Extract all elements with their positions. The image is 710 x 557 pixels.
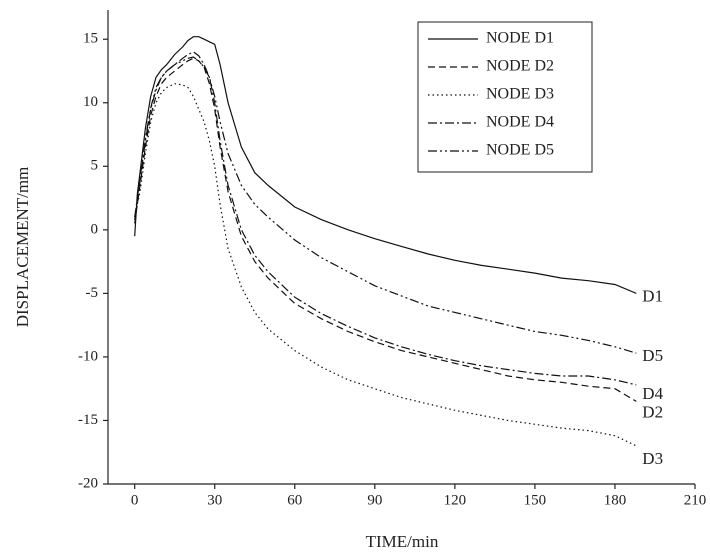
- x-tick-label: 60: [287, 492, 302, 508]
- x-tick-label: 180: [604, 492, 627, 508]
- data-line: [134, 56, 637, 354]
- y-axis-label: DISPLACEMENT/mm: [13, 167, 32, 328]
- data-line: [134, 57, 637, 402]
- legend-label: NODE D1: [486, 30, 554, 47]
- end-label: D1: [642, 286, 663, 305]
- x-tick-label: 120: [444, 492, 467, 508]
- legend-label: NODE D2: [486, 58, 554, 75]
- x-tick-label: 90: [367, 492, 382, 508]
- end-label: D3: [642, 449, 663, 468]
- y-tick-label: -20: [78, 475, 98, 491]
- y-tick-label: 0: [91, 221, 99, 237]
- y-tick-label: -10: [78, 348, 98, 364]
- x-tick-label: 0: [131, 492, 139, 508]
- y-tick-label: -15: [78, 412, 98, 428]
- legend-label: NODE D4: [486, 114, 554, 131]
- x-tick-label: 210: [684, 492, 707, 508]
- legend-label: NODE D5: [486, 142, 554, 159]
- x-tick-label: 30: [207, 492, 222, 508]
- x-axis-label: TIME/min: [366, 532, 439, 551]
- end-label: D2: [642, 402, 663, 421]
- x-tick-label: 150: [524, 492, 547, 508]
- legend-label: NODE D3: [486, 86, 554, 103]
- y-tick-label: 15: [83, 31, 98, 47]
- y-tick-label: 5: [91, 158, 99, 174]
- y-tick-label: -5: [86, 285, 99, 301]
- data-line: [134, 83, 637, 447]
- end-label: D5: [642, 346, 663, 365]
- data-line: [134, 36, 637, 294]
- legend-box: [417, 21, 593, 173]
- y-tick-label: 10: [83, 94, 98, 110]
- end-label: D4: [642, 384, 663, 403]
